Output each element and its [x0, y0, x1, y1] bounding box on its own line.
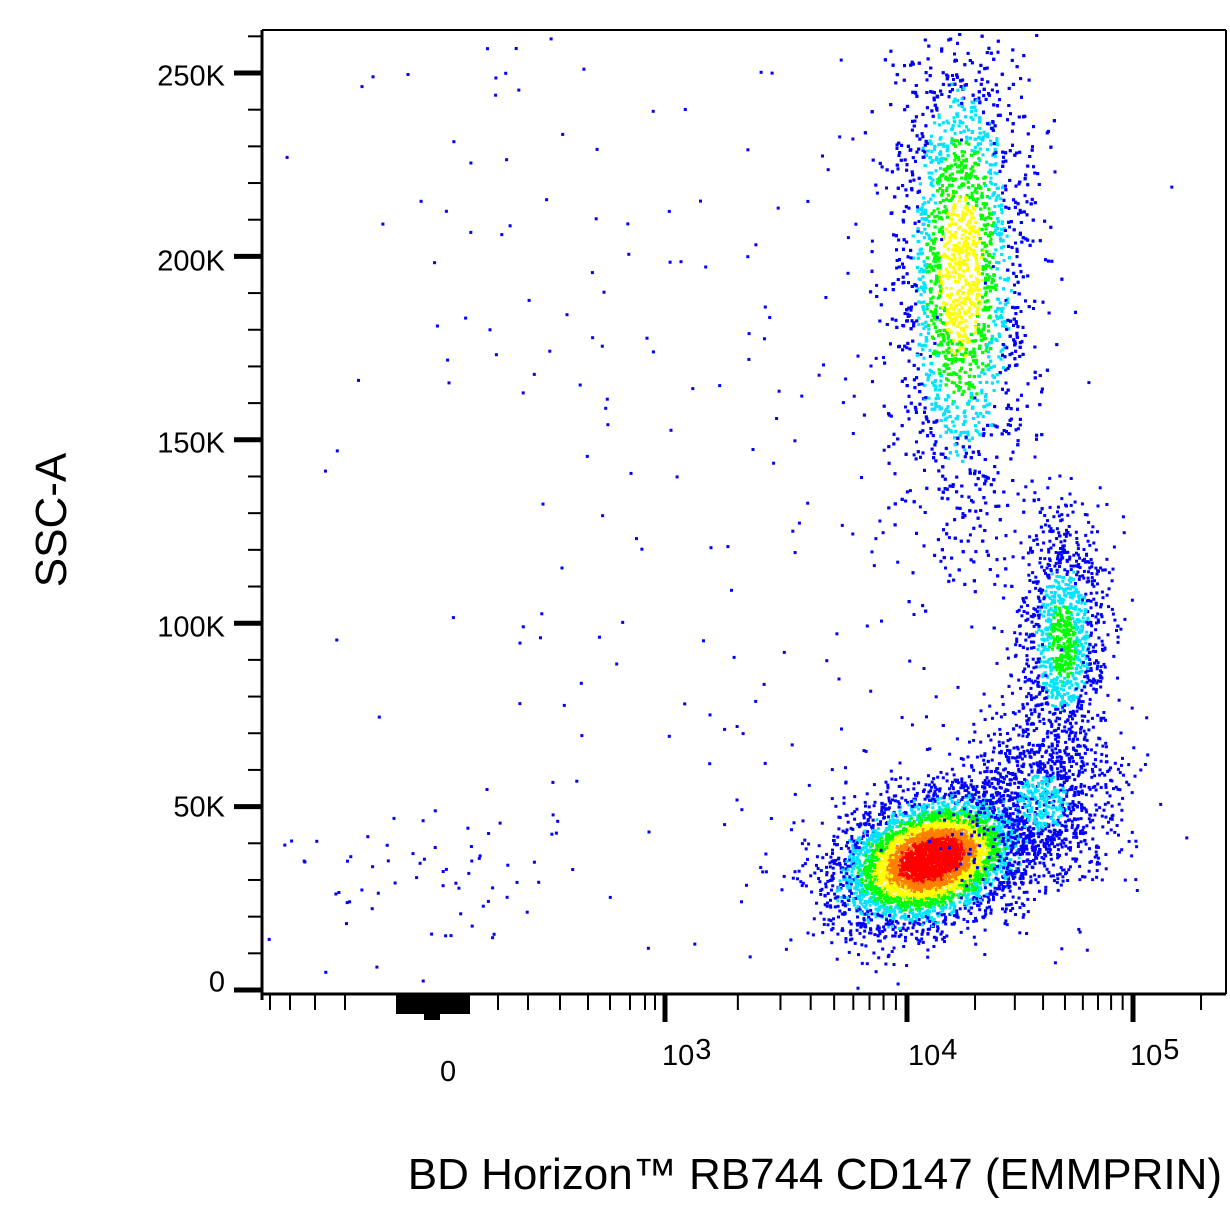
x-tick-label-1e4: 104 — [908, 1034, 958, 1072]
axes-frame — [234, 29, 1227, 1022]
x-tick-label-1e5: 105 — [1130, 1034, 1180, 1072]
x-axis-label: BD Horizon™ RB744 CD147 (EMMPRIN) — [407, 1150, 1222, 1199]
y-tick-label-200k: 200K — [157, 245, 225, 278]
x-tick-label-1e3: 103 — [662, 1034, 712, 1072]
y-tick-label-50k: 50K — [173, 791, 225, 824]
y-tick-label-0: 0 — [208, 966, 225, 999]
y-axis-label: SSC-A — [27, 452, 76, 588]
y-tick-label-150k: 150K — [157, 427, 225, 460]
event-dots — [267, 33, 1189, 990]
y-tick-label-100k: 100K — [157, 611, 225, 644]
x-tick-label-0: 0 — [440, 1056, 457, 1088]
y-tick-label-250k: 250K — [157, 60, 225, 93]
